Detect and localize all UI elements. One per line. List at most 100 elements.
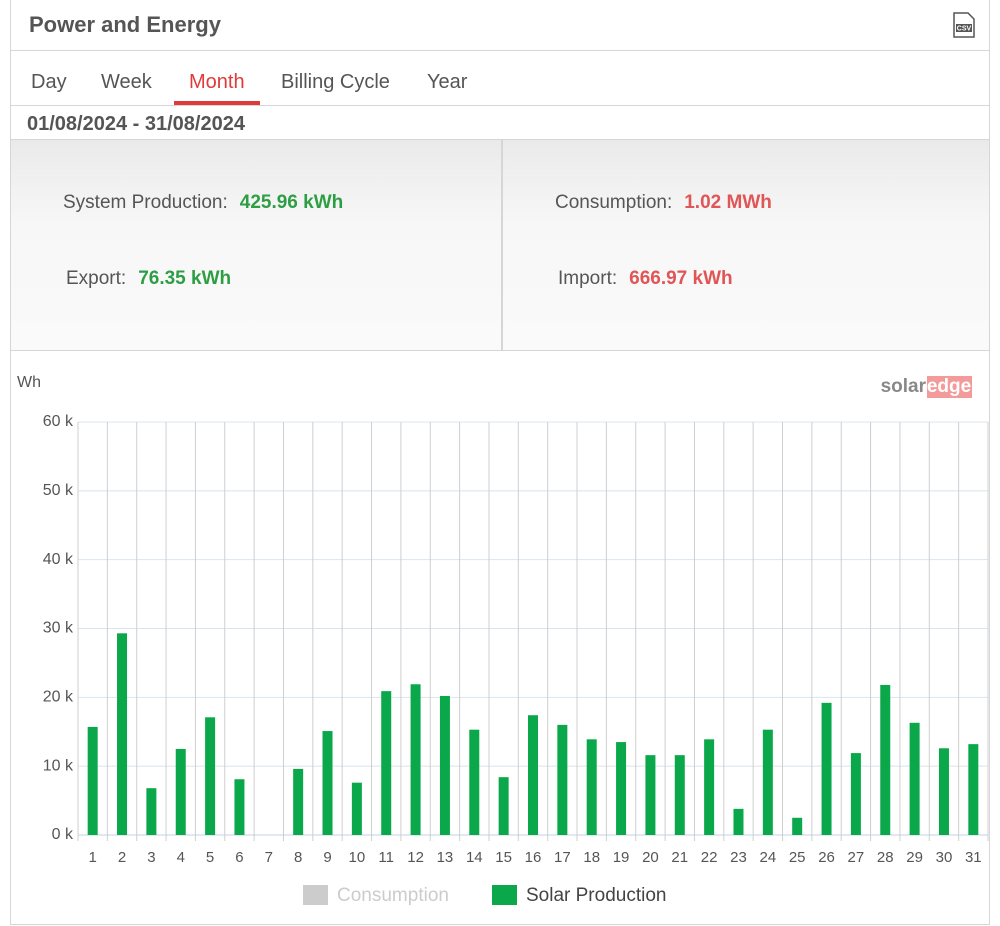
x-tick-label: 15 bbox=[495, 849, 512, 866]
x-tick-label: 5 bbox=[206, 849, 214, 866]
bar bbox=[528, 715, 538, 835]
y-tick-label: 60 k bbox=[43, 413, 74, 430]
bar bbox=[381, 691, 392, 835]
stat-value: 425.96 kWh bbox=[239, 192, 344, 213]
header: Power and Energy CSV bbox=[11, 0, 989, 51]
bar bbox=[146, 788, 157, 835]
x-tick-label: 28 bbox=[877, 849, 894, 866]
bar bbox=[322, 731, 333, 835]
x-tick-label: 13 bbox=[437, 849, 454, 866]
x-tick-label: 16 bbox=[525, 849, 542, 866]
x-tick-label: 20 bbox=[642, 849, 659, 866]
bar bbox=[469, 729, 480, 835]
bar bbox=[850, 753, 861, 835]
tab[interactable]: Week bbox=[101, 71, 152, 93]
bar bbox=[616, 742, 627, 835]
bar bbox=[968, 744, 979, 835]
y-tick-label: 10 k bbox=[43, 757, 74, 774]
x-tick-label: 3 bbox=[147, 849, 155, 866]
y-tick-label: 20 k bbox=[43, 689, 74, 706]
stat-label: Export: bbox=[66, 268, 127, 289]
panel: Power and Energy CSV Day Week Month Billing… bbox=[10, 0, 990, 925]
x-tick-label: 6 bbox=[235, 849, 243, 866]
bar bbox=[880, 684, 891, 835]
x-tick-label: 8 bbox=[294, 849, 302, 866]
x-tick-label: 12 bbox=[407, 849, 424, 866]
tab[interactable]: Year bbox=[427, 71, 468, 93]
stat-label: Consumption: bbox=[555, 192, 673, 213]
x-tick-label: 29 bbox=[906, 849, 923, 866]
stats: System Production: 425.96 kWh Consumption:… bbox=[11, 139, 989, 351]
stat-value: 1.02 MWh bbox=[684, 192, 772, 213]
legend-swatch bbox=[303, 885, 328, 905]
x-tick-label: 18 bbox=[583, 849, 600, 866]
x-tick-label: 9 bbox=[323, 849, 331, 866]
tab[interactable]: Month bbox=[189, 71, 245, 93]
stat-value: 666.97 kWh bbox=[629, 268, 733, 289]
logo: edge bbox=[927, 376, 971, 397]
stat: System Production: 425.96 kWh bbox=[63, 192, 343, 214]
x-tick-label: 1 bbox=[89, 849, 97, 866]
bar bbox=[234, 779, 245, 835]
bar bbox=[439, 695, 450, 835]
csv-label: CSV bbox=[957, 25, 972, 32]
bar bbox=[645, 755, 656, 835]
bar bbox=[205, 717, 216, 835]
x-tick-label: 21 bbox=[671, 849, 688, 866]
bar bbox=[762, 729, 773, 835]
bar bbox=[792, 817, 803, 835]
x-tick-label: 30 bbox=[936, 849, 953, 866]
logo: solar bbox=[881, 376, 927, 397]
y-tick-label: 50 k bbox=[43, 482, 74, 499]
bar bbox=[938, 748, 949, 835]
tab-underline bbox=[174, 101, 260, 105]
y-tick-label: 30 k bbox=[43, 620, 74, 637]
x-tick-label: 26 bbox=[818, 849, 835, 866]
stat-label: Import: bbox=[558, 268, 618, 289]
date-range: 01/08/2024 - 31/08/2024 bbox=[27, 113, 245, 135]
legend-label[interactable]: Consumption bbox=[337, 885, 449, 906]
bar bbox=[909, 722, 920, 835]
csv-button[interactable]: CSV bbox=[953, 12, 975, 38]
bar bbox=[87, 726, 98, 835]
bar bbox=[175, 748, 186, 835]
x-tick-label: 14 bbox=[466, 849, 483, 866]
legend-swatch bbox=[492, 885, 517, 905]
y-tick-label: 40 k bbox=[43, 551, 74, 568]
bar bbox=[557, 724, 568, 835]
y-axis-label: Wh bbox=[17, 374, 41, 391]
x-tick-label: 11 bbox=[378, 849, 394, 866]
stat: Export: 76.35 kWh bbox=[66, 268, 231, 290]
x-tick-label: 7 bbox=[265, 849, 273, 866]
tabs: Day Week Month Billing Cycle Year bbox=[11, 51, 989, 106]
bar bbox=[293, 768, 304, 835]
bar bbox=[704, 739, 715, 835]
bar bbox=[733, 808, 744, 835]
x-tick-label: 27 bbox=[848, 849, 865, 866]
x-tick-label: 22 bbox=[701, 849, 718, 866]
y-tick-label: 0 k bbox=[52, 826, 74, 843]
x-tick-label: 24 bbox=[759, 849, 776, 866]
tab[interactable]: Day bbox=[31, 71, 67, 93]
x-tick-label: 19 bbox=[613, 849, 630, 866]
x-tick-label: 17 bbox=[554, 849, 571, 866]
x-tick-label: 25 bbox=[789, 849, 806, 866]
bar bbox=[586, 739, 597, 835]
x-tick-label: 10 bbox=[349, 849, 366, 866]
x-tick-label: 23 bbox=[730, 849, 747, 866]
bar bbox=[117, 633, 128, 835]
bar bbox=[674, 755, 685, 835]
bar bbox=[498, 777, 509, 835]
logo-box bbox=[927, 376, 972, 398]
bar bbox=[410, 684, 421, 835]
bar bbox=[821, 702, 832, 835]
stat: Consumption: 1.02 MWh bbox=[555, 192, 772, 214]
bar bbox=[351, 782, 362, 835]
stat-value: 76.35 kWh bbox=[138, 268, 232, 289]
stat: Import: 666.97 kWh bbox=[558, 268, 733, 290]
x-tick-label: 4 bbox=[177, 849, 185, 866]
tab[interactable]: Billing Cycle bbox=[281, 71, 390, 93]
x-tick-label: 31 bbox=[965, 849, 982, 866]
legend-label[interactable]: Solar Production bbox=[526, 885, 666, 906]
